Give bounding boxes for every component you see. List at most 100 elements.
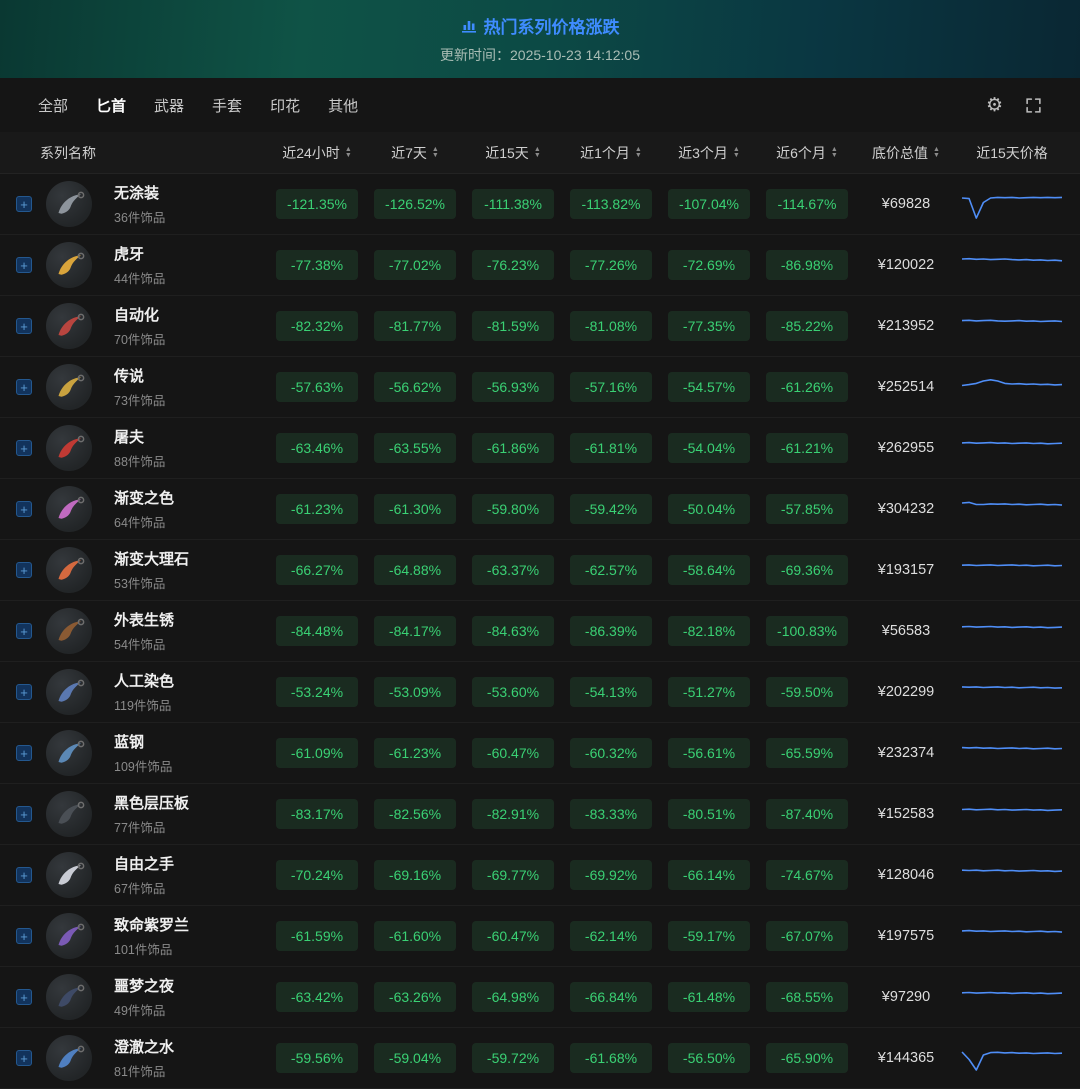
series-name-cell: 自动化 70件饰品 [112,304,268,348]
plus-icon[interactable]: + [16,867,32,883]
pct-value: -77.35% [668,311,750,341]
table-row[interactable]: + 自由之手 67件饰品 -70.24% -69.16% -69.77% -69.92% -6… [0,845,1080,906]
sort-icon[interactable]: ▲ ▼ [344,145,352,159]
tab-5[interactable]: 其他 [328,97,359,115]
pct-value: -82.18% [668,616,750,646]
sort-icon[interactable]: ▲ ▼ [431,145,439,159]
series-item-count: 67件饰品 [114,882,166,896]
table-row[interactable]: + 人工染色 119件饰品 -53.24% -53.09% -53.60% -54.13% -… [0,662,1080,723]
tab-2[interactable]: 武器 [154,97,185,115]
plus-icon[interactable]: + [16,562,32,578]
series-item-count: 36件饰品 [114,211,166,225]
column-header-2[interactable]: 近15天 ▲ ▼ [464,143,562,163]
table-row[interactable]: + 澄澈之水 81件饰品 -59.56% -59.04% -59.72% -61.68% -5… [0,1028,1080,1089]
pct-cell-3: -113.82% [562,189,660,219]
pct-cell-4: -80.51% [660,799,758,829]
price-sparkline [956,919,1068,953]
column-header-1[interactable]: 近7天 ▲ ▼ [366,143,464,163]
plus-icon[interactable]: + [16,928,32,944]
table-row[interactable]: + 屠夫 88件饰品 -63.46% -63.55% -61.86% -61.81% -54.… [0,418,1080,479]
pct-cell-2: -69.77% [464,860,562,890]
pct-cell-4: -82.18% [660,616,758,646]
sort-icon[interactable]: ▲ ▼ [933,145,940,159]
column-header-5[interactable]: 近6个月 ▲ ▼ [758,143,856,163]
pct-cell-1: -81.77% [366,311,464,341]
series-name: 蓝钢 [114,734,145,751]
fullscreen-icon[interactable] [1025,97,1042,114]
series-thumbnail [46,303,92,349]
table-row[interactable]: + 外表生锈 54件饰品 -84.48% -84.17% -84.63% -86.39% -8… [0,601,1080,662]
table-row[interactable]: + 传说 73件饰品 -57.63% -56.62% -56.93% -57.16% -54.… [0,357,1080,418]
gear-icon[interactable]: ⚙ [985,94,1003,116]
table-row[interactable]: + 无涂装 36件饰品 -121.35% -126.52% -111.38% -113.82… [0,174,1080,235]
sort-icon[interactable]: ▲ ▼ [732,145,740,159]
plus-icon[interactable]: + [16,1050,32,1066]
plus-icon[interactable]: + [16,196,32,212]
plus-icon[interactable]: + [16,745,32,761]
pct-cell-5: -65.59% [758,738,856,768]
series-name-cell: 黑色层压板 77件饰品 [112,792,268,836]
pct-value: -57.63% [276,372,358,402]
category-tabbar: 全部 匕首 武器 手套 印花 其他 ⚙ [0,78,1080,132]
pct-value: -54.13% [570,677,652,707]
pct-cell-3: -59.42% [562,494,660,524]
table-row[interactable]: + 渐变之色 64件饰品 -61.23% -61.30% -59.80% -59.42% -5… [0,479,1080,540]
pct-value: -53.60% [472,677,554,707]
column-header-3[interactable]: 近1个月 ▲ ▼ [562,143,660,163]
plus-icon[interactable]: + [16,379,32,395]
pct-cell-4: -66.14% [660,860,758,890]
series-name-cell: 渐变之色 64件饰品 [112,487,268,531]
pct-cell-5: -100.83% [758,616,856,646]
pct-cell-0: -82.32% [268,311,366,341]
tab-4[interactable]: 印花 [270,97,301,115]
plus-icon[interactable]: + [16,684,32,700]
table-row[interactable]: + 蓝钢 109件饰品 -61.09% -61.23% -60.47% -60.32% -56… [0,723,1080,784]
column-header-label: 近7天 [391,144,427,161]
column-header-6[interactable]: 底价总值 ▲ ▼ [856,143,956,163]
plus-icon[interactable]: + [16,806,32,822]
page-title: 热门系列价格涨跌 [461,13,620,38]
sort-icon[interactable]: ▲ ▼ [830,145,838,159]
top-banner: 热门系列价格涨跌 更新时间：2025-10-23 14:12:05 [0,0,1080,78]
column-header-0[interactable]: 近24小时 ▲ ▼ [268,143,366,163]
sort-icon[interactable]: ▲ ▼ [533,145,541,159]
column-header-4[interactable]: 近3个月 ▲ ▼ [660,143,758,163]
column-header-label: 近1个月 [580,144,630,161]
price-sparkline [956,187,1068,221]
column-header-series: 系列名称 [40,144,96,161]
pct-cell-2: -59.80% [464,494,562,524]
pct-value: -63.37% [472,555,554,585]
series-thumbnail [46,608,92,654]
pct-cell-2: -60.47% [464,738,562,768]
plus-icon[interactable]: + [16,440,32,456]
plus-icon[interactable]: + [16,989,32,1005]
plus-icon[interactable]: + [16,501,32,517]
sort-icon[interactable]: ▲ ▼ [634,145,642,159]
pct-value: -57.85% [766,494,848,524]
table-row[interactable]: + 黑色层压板 77件饰品 -83.17% -82.56% -82.91% -83.33% -… [0,784,1080,845]
plus-icon[interactable]: + [16,257,32,273]
tab-1[interactable]: 匕首 [96,97,127,115]
pct-cell-0: -83.17% [268,799,366,829]
table-row[interactable]: + 渐变大理石 53件饰品 -66.27% -64.88% -63.37% -62.57% -… [0,540,1080,601]
floor-price: ¥304232 [877,501,935,517]
pct-cell-0: -59.56% [268,1043,366,1073]
table-row[interactable]: + 致命紫罗兰 101件饰品 -61.59% -61.60% -60.47% -62.14%… [0,906,1080,967]
pct-value: -81.08% [570,311,652,341]
series-item-count: 101件饰品 [114,943,173,957]
table-row[interactable]: + 噩梦之夜 49件饰品 -63.42% -63.26% -64.98% -66.84% -6… [0,967,1080,1028]
series-thumbnail [46,242,92,288]
plus-icon[interactable]: + [16,318,32,334]
table-row[interactable]: + 自动化 70件饰品 -82.32% -81.77% -81.59% -81.08% -77… [0,296,1080,357]
plus-icon[interactable]: + [16,623,32,639]
table-row[interactable]: + 虎牙 44件饰品 -77.38% -77.02% -76.23% -77.26% -72.… [0,235,1080,296]
price-sparkline [956,309,1068,343]
pct-value: -82.91% [472,799,554,829]
price-sparkline [956,370,1068,404]
price-sparkline [956,736,1068,770]
pct-value: -66.27% [276,555,358,585]
tab-3[interactable]: 手套 [212,97,243,115]
pct-cell-1: -84.17% [366,616,464,646]
pct-cell-3: -81.08% [562,311,660,341]
tab-0[interactable]: 全部 [38,97,69,115]
